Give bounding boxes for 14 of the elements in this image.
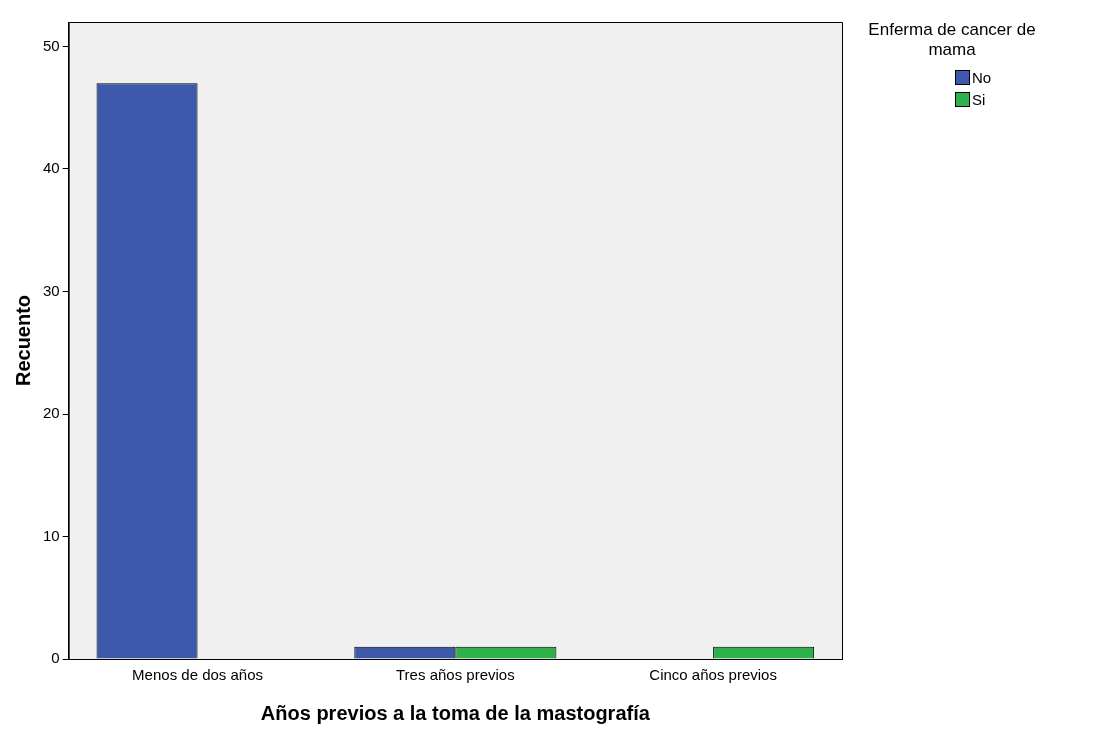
y-tick-label: 20 xyxy=(43,404,60,422)
y-axis-title: Recuento xyxy=(11,294,34,387)
legend-label: No xyxy=(972,68,992,86)
y-tick-label: 10 xyxy=(43,526,60,544)
y-tick-label: 0 xyxy=(51,649,60,667)
x-tick-label: Menos de dos años xyxy=(132,666,264,684)
x-tick-label: Cinco años previos xyxy=(649,666,777,684)
legend-title: Enferma de cancer de mama xyxy=(867,20,1037,60)
x-axis-title: Años previos a la toma de la mastografía xyxy=(260,701,651,724)
y-tick-label: 40 xyxy=(43,159,60,177)
x-tick-label: Tres años previos xyxy=(396,666,515,684)
y-tick-label: 50 xyxy=(43,36,60,54)
y-tick-label: 30 xyxy=(43,281,60,299)
legend-label: Si xyxy=(972,90,986,108)
